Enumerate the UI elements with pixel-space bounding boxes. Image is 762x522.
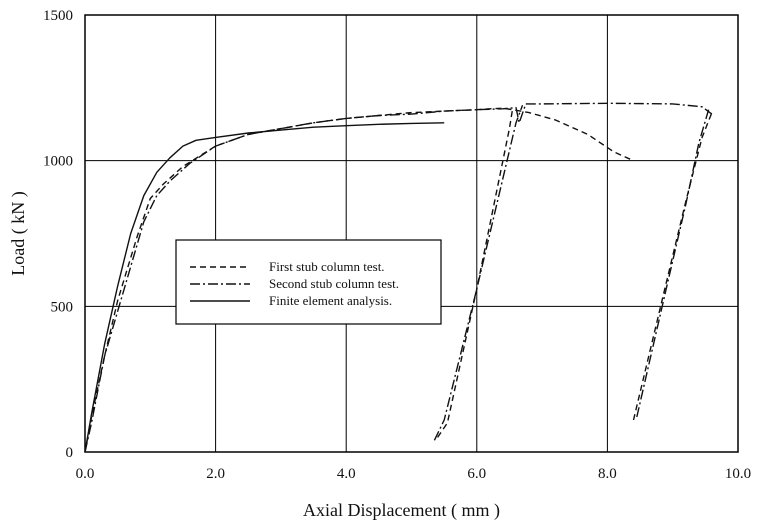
series-line-dashed-5 [632, 112, 713, 421]
legend: First stub column test. Second stub colum… [175, 239, 442, 325]
series-line-solid-2 [84, 122, 445, 453]
x-tick-label: 0.0 [76, 466, 95, 482]
tick-labels: 0.0 2.0 4.0 6.0 8.0 10.0 0 500 1000 1500 [43, 8, 751, 482]
legend-box [175, 239, 442, 325]
legend-label: First stub column test. [269, 259, 385, 274]
y-tick-label: 0 [66, 445, 74, 461]
plot-area-frame [84, 14, 739, 453]
series-line-dash-dot-6 [636, 109, 710, 418]
grid [85, 15, 738, 452]
series-group [84, 102, 713, 453]
y-axis-title: Load ( kN ) [8, 191, 29, 275]
x-axis-title: Axial Displacement ( mm ) [303, 500, 500, 521]
y-tick-label: 1000 [43, 154, 73, 170]
legend-label: Second stub column test. [269, 276, 399, 291]
series-line-dashed-0 [84, 107, 634, 453]
x-tick-label: 8.0 [598, 466, 617, 482]
x-tick-label: 6.0 [467, 466, 486, 482]
series-line-dashed-3 [437, 108, 514, 438]
x-tick-label: 2.0 [206, 466, 225, 482]
series-line-dash-dot-4 [433, 105, 524, 441]
legend-label: Finite element analysis. [269, 293, 392, 308]
x-tick-label: 4.0 [337, 466, 356, 482]
series-line-dash-dot-1 [84, 102, 713, 453]
y-tick-label: 500 [51, 299, 74, 315]
x-tick-label: 10.0 [725, 466, 751, 482]
y-tick-label: 1500 [43, 8, 73, 24]
